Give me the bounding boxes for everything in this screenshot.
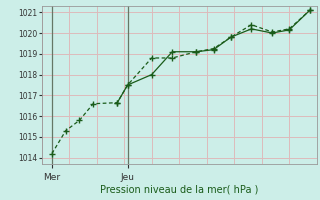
X-axis label: Pression niveau de la mer( hPa ): Pression niveau de la mer( hPa ) <box>100 185 258 195</box>
